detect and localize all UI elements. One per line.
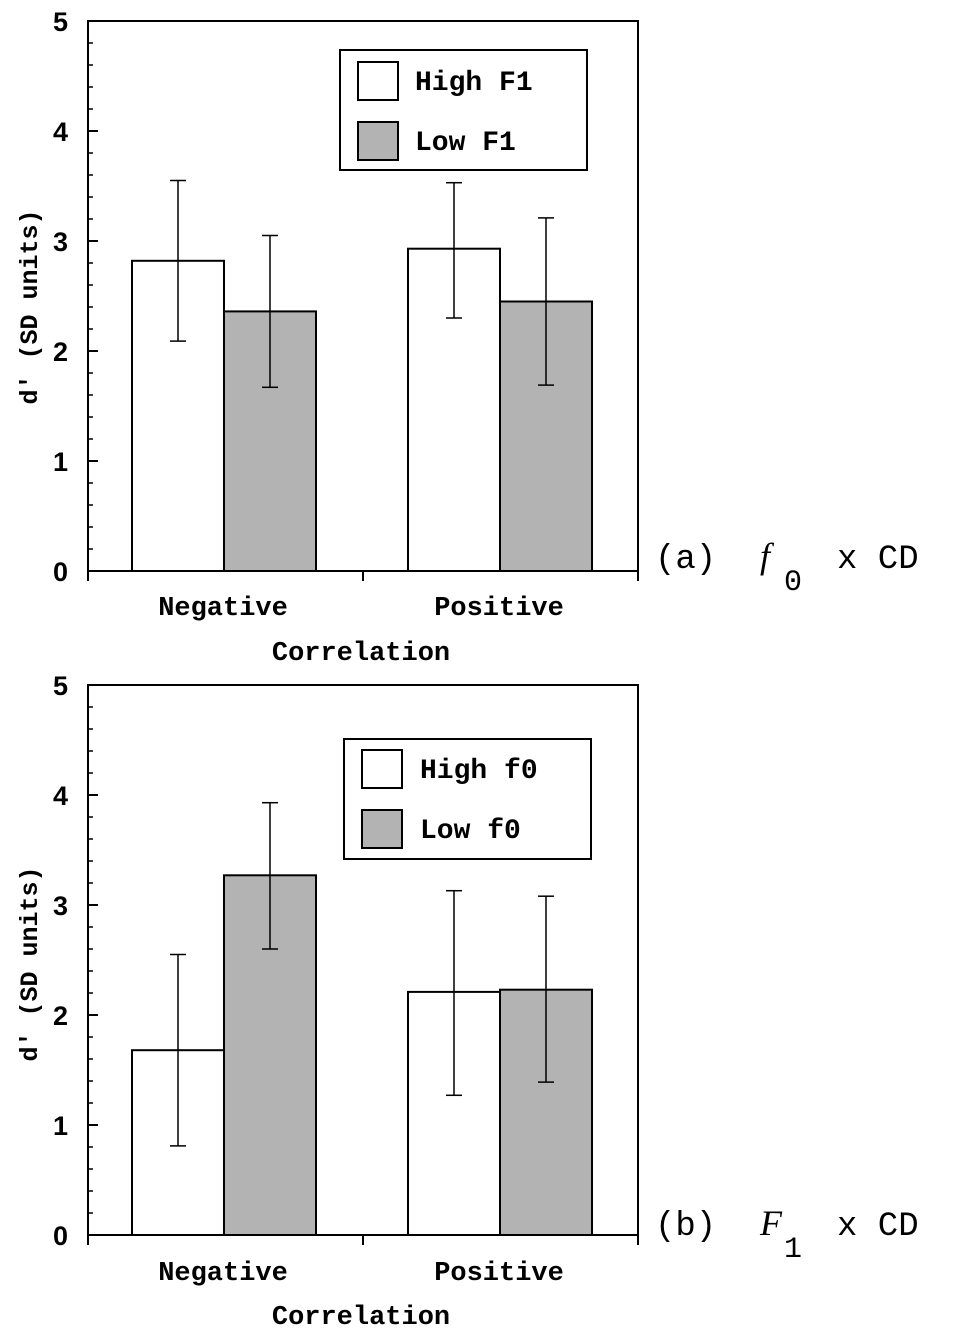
legend-label-high: High f0 (420, 756, 538, 787)
y-tick-label: 5 (53, 7, 68, 37)
major-ticks (87, 684, 639, 1245)
y-tick-label: 4 (53, 117, 68, 147)
bars (131, 874, 593, 1237)
panel-label-prefix: (b) (655, 1208, 716, 1246)
y-axis-label: d' (SD units) (16, 866, 45, 1061)
legend-label-high: High F1 (415, 68, 533, 99)
chart-panel-b: 0 1 2 3 4 5 d' (SD units) Negative Positive C… (16, 671, 919, 1332)
x-axis-label: Correlation (272, 639, 450, 669)
panel-label-suffix: x CD (837, 1208, 919, 1246)
y-tick-label: 4 (53, 781, 68, 811)
panel-label-subscript: 1 (784, 1233, 802, 1267)
y-tick-label: 2 (53, 1001, 68, 1031)
x-tick-label-positive: Positive (434, 594, 564, 624)
major-ticks (87, 20, 639, 581)
error-bars (170, 801, 554, 1147)
legend-label-low: Low f0 (420, 816, 521, 847)
x-tick-label-positive: Positive (434, 1259, 564, 1289)
legend-swatch-high (361, 749, 403, 789)
legend: High F1 Low F1 (339, 49, 588, 171)
panel-label-variable: f (760, 536, 775, 576)
y-tick-label: 0 (53, 557, 68, 587)
legend-swatch-low (357, 121, 399, 161)
y-tick-label: 3 (53, 891, 68, 921)
legend: High f0 Low f0 (343, 738, 592, 860)
y-tick-label: 0 (53, 1221, 68, 1251)
x-tick-label-negative: Negative (158, 1259, 288, 1289)
y-tick-label: 5 (53, 671, 68, 701)
legend-swatch-high (357, 61, 399, 101)
y-tick-label: 1 (53, 447, 68, 477)
panel-label-variable: F (759, 1203, 783, 1243)
legend-label-low: Low F1 (415, 128, 516, 159)
chart-panel-a: 0 1 2 3 4 5 d' (SD units) Negative Positive C… (16, 7, 919, 669)
y-tick-label: 2 (53, 337, 68, 367)
panel-label-b: (b) F 1 x CD (655, 1203, 919, 1267)
bars (131, 247, 593, 572)
y-tick-label: 3 (53, 227, 68, 257)
x-tick-label-negative: Negative (158, 594, 288, 624)
panel-label-a: (a) f 0 x CD (655, 536, 919, 600)
x-axis-label: Correlation (272, 1303, 450, 1332)
legend-swatch-low (361, 809, 403, 849)
y-axis-label: d' (SD units) (16, 209, 45, 404)
y-tick-label: 1 (53, 1111, 68, 1141)
panel-label-subscript: 0 (784, 566, 802, 600)
error-bars (170, 179, 554, 389)
panel-label-prefix: (a) (655, 541, 716, 579)
y-tick-labels: 0 1 2 3 4 5 (53, 671, 68, 1251)
panel-label-suffix: x CD (837, 541, 919, 579)
y-tick-labels: 0 1 2 3 4 5 (53, 7, 68, 587)
